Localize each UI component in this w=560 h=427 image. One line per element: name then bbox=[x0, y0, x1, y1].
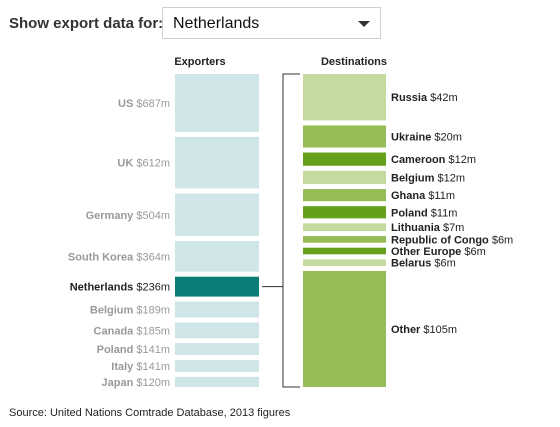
destination-value: $42m bbox=[427, 92, 458, 104]
exporter-name: Netherlands bbox=[70, 282, 134, 294]
destination-label: Cameroon $12m bbox=[391, 154, 476, 166]
exporter-name: Japan bbox=[102, 377, 134, 389]
destination-bar[interactable] bbox=[303, 206, 386, 219]
exporter-bar[interactable] bbox=[175, 376, 259, 387]
destination-label: Russia $42m bbox=[391, 92, 458, 104]
exporter-name: Italy bbox=[111, 361, 134, 373]
country-select[interactable]: Netherlands bbox=[162, 7, 381, 39]
exporter-value: $120m bbox=[133, 377, 170, 389]
destination-label: Lithuania $7m bbox=[391, 222, 464, 234]
exporter-bar[interactable] bbox=[175, 360, 259, 372]
destination-name: Cameroon bbox=[391, 154, 446, 166]
destination-value: $6m bbox=[431, 258, 455, 270]
exporter-value: $189m bbox=[133, 305, 170, 317]
destination-value: $11m bbox=[425, 190, 455, 202]
exporter-bar[interactable] bbox=[175, 301, 259, 318]
exporter-label: US $687m bbox=[118, 98, 170, 110]
destination-name: Other Europe bbox=[391, 246, 461, 258]
destination-bar[interactable] bbox=[303, 125, 386, 148]
destination-label: Poland $11m bbox=[391, 207, 457, 219]
source-note: Source: United Nations Comtrade Database… bbox=[9, 407, 291, 419]
destination-bar[interactable] bbox=[303, 247, 386, 255]
destination-name: Republic of Congo bbox=[391, 234, 489, 246]
destination-label: Other Europe $6m bbox=[391, 246, 486, 258]
exporter-value: $141m bbox=[133, 361, 170, 373]
exporter-name: Belgium bbox=[90, 305, 134, 317]
destination-label: Belarus $6m bbox=[391, 258, 456, 270]
destination-name: Ukraine bbox=[391, 131, 431, 143]
selected-country: Netherlands bbox=[173, 15, 260, 32]
destination-value: $11m bbox=[428, 207, 458, 219]
exporter-label: Italy $141m bbox=[111, 361, 170, 373]
exporter-value: $185m bbox=[133, 325, 170, 337]
exporter-name: US bbox=[118, 98, 133, 110]
exporter-bar[interactable] bbox=[175, 193, 259, 236]
destination-value: $12m bbox=[434, 172, 465, 184]
destination-name: Ghana bbox=[391, 190, 426, 202]
destination-name: Russia bbox=[391, 92, 428, 104]
exporter-name: Germany bbox=[86, 210, 135, 222]
destination-bar[interactable] bbox=[303, 236, 386, 243]
exporter-label: Poland $141m bbox=[97, 344, 170, 356]
exporter-label: Japan $120m bbox=[102, 377, 171, 389]
exporters-title: Exporters bbox=[174, 56, 225, 68]
destination-value: $7m bbox=[440, 222, 464, 234]
destination-bar[interactable] bbox=[303, 170, 386, 185]
destination-bar[interactable] bbox=[303, 74, 386, 121]
exporter-value: $612m bbox=[133, 158, 170, 170]
destination-name: Poland bbox=[391, 207, 428, 219]
destination-value: $12m bbox=[445, 154, 476, 166]
exporter-bar[interactable] bbox=[175, 322, 259, 339]
exporter-bar[interactable] bbox=[175, 136, 259, 189]
exporter-bar[interactable] bbox=[175, 343, 259, 355]
exporter-label: South Korea $364m bbox=[68, 251, 170, 263]
exporter-value: $364m bbox=[133, 251, 170, 263]
destination-label: Ukraine $20m bbox=[391, 131, 462, 143]
destination-bar[interactable] bbox=[303, 223, 386, 232]
exporter-value: $504m bbox=[133, 210, 170, 222]
exporter-bar[interactable] bbox=[175, 241, 259, 272]
destination-bar[interactable] bbox=[303, 270, 386, 387]
exporter-value: $687m bbox=[133, 98, 170, 110]
destination-value: $20m bbox=[431, 131, 462, 143]
destination-name: Belgium bbox=[391, 172, 435, 184]
exporter-label: UK $612m bbox=[117, 158, 170, 170]
destination-value: $6m bbox=[489, 234, 513, 246]
exporter-label: Belgium $189m bbox=[90, 305, 170, 317]
exporter-name: South Korea bbox=[68, 251, 134, 263]
chevron-down-icon bbox=[358, 21, 370, 27]
exporter-name: Canada bbox=[94, 325, 135, 337]
country-selector-bar: Show export data for: Netherlands bbox=[9, 7, 381, 39]
destination-name: Other bbox=[391, 324, 421, 336]
destination-bar[interactable] bbox=[303, 152, 386, 166]
destination-bar[interactable] bbox=[303, 189, 386, 202]
destination-label: Republic of Congo $6m bbox=[391, 234, 513, 246]
destination-name: Lithuania bbox=[391, 222, 441, 234]
exporter-label: Netherlands $236m bbox=[70, 282, 170, 294]
selector-label: Show export data for: bbox=[9, 15, 164, 32]
exporter-name: Poland bbox=[97, 344, 134, 356]
destination-label: Other $105m bbox=[391, 324, 457, 336]
destination-name: Belarus bbox=[391, 258, 431, 270]
destination-value: $6m bbox=[461, 246, 485, 258]
exporter-label: Canada $185m bbox=[94, 325, 170, 337]
destinations-title: Destinations bbox=[321, 56, 387, 68]
exporter-value: $141m bbox=[133, 344, 170, 356]
bracket-line bbox=[282, 73, 300, 388]
export-chart: Exporters Destinations US $687m UK $612m Ger… bbox=[68, 56, 513, 389]
exporter-bar[interactable] bbox=[175, 74, 259, 132]
destination-label: Belgium $12m bbox=[391, 172, 465, 184]
destination-label: Ghana $11m bbox=[391, 190, 455, 202]
exporter-name: UK bbox=[117, 158, 133, 170]
exporter-value: $236m bbox=[133, 282, 170, 294]
destination-bar[interactable] bbox=[303, 259, 386, 266]
exporter-bar[interactable] bbox=[175, 276, 259, 297]
destination-value: $105m bbox=[420, 324, 457, 336]
exporter-label: Germany $504m bbox=[86, 210, 170, 222]
